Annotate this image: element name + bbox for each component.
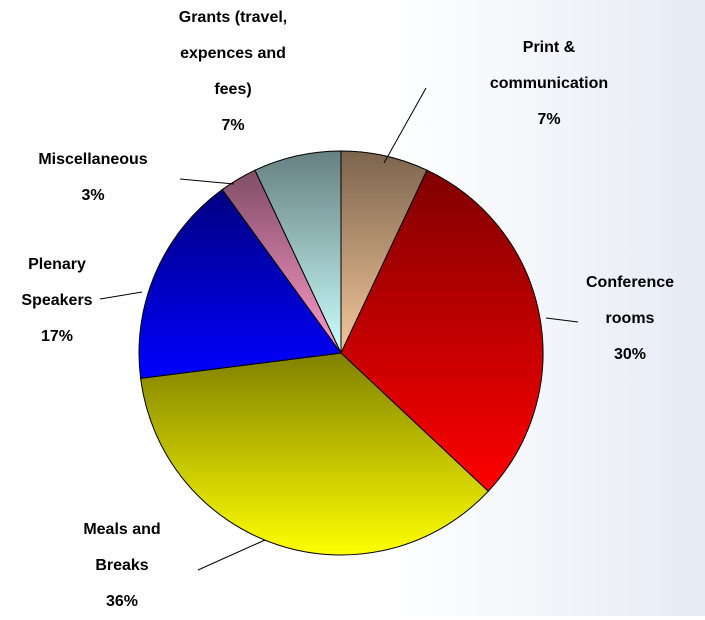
- category-label: Grants (travel, expences and fees): [178, 9, 288, 98]
- leader-line: [99, 291, 143, 300]
- pie-slice: [140, 352, 489, 556]
- value-label: 3%: [81, 187, 105, 204]
- value-label: 36%: [105, 593, 139, 610]
- leader-line: [545, 317, 579, 323]
- category-label: Plenary Speakers: [21, 256, 93, 309]
- category-label: Miscellaneous: [38, 151, 148, 168]
- pie-slice: [254, 150, 342, 354]
- leader-line: [383, 87, 427, 164]
- value-label: 7%: [221, 117, 245, 134]
- value-label: 17%: [40, 328, 74, 345]
- pie-slice: [340, 169, 544, 492]
- value-label: 7%: [537, 111, 561, 128]
- category-label: Meals and Breaks: [83, 521, 161, 574]
- value-label: 30%: [613, 346, 647, 363]
- category-label: Conference rooms: [585, 274, 675, 327]
- pie-slice: [138, 188, 342, 379]
- leader-line: [179, 178, 235, 185]
- category-label: Print & communication: [489, 39, 609, 92]
- leader-line: [197, 539, 266, 571]
